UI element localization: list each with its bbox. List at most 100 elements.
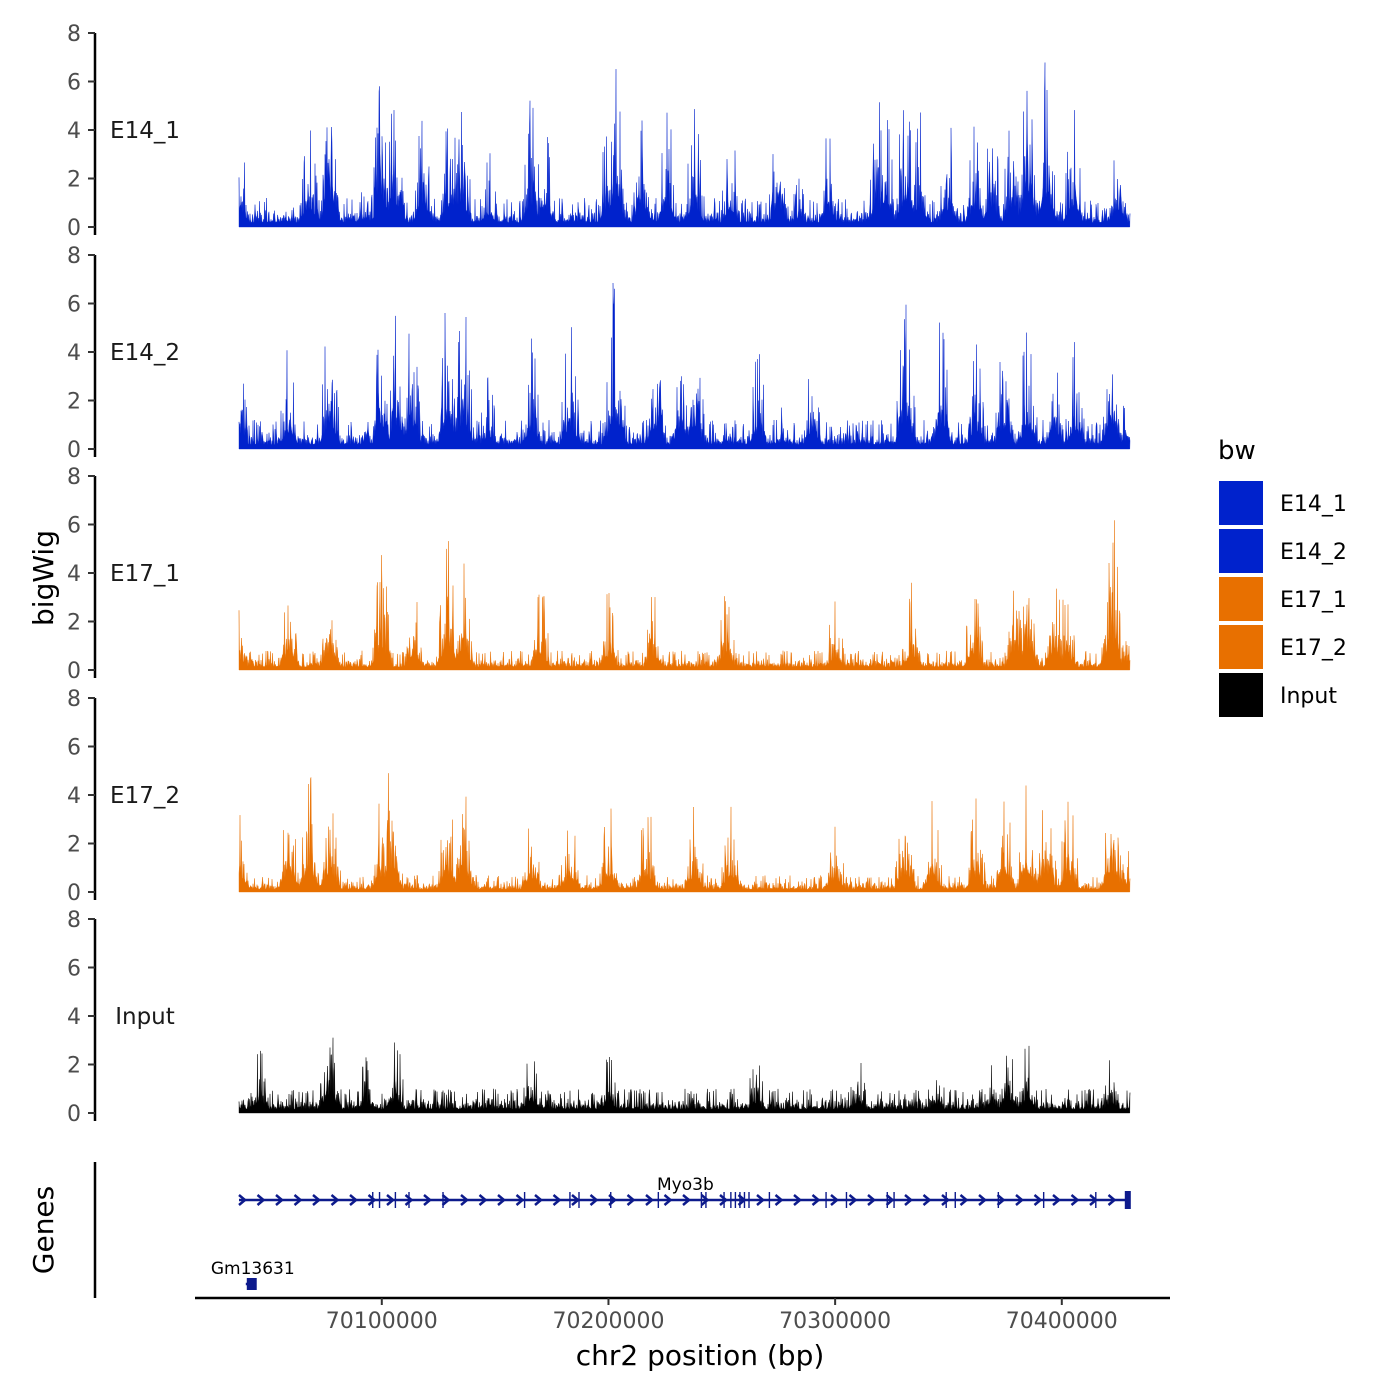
y-tick-label: 2 <box>67 1054 81 1079</box>
strand-arrow <box>367 1194 377 1206</box>
strand-arrow <box>1107 1194 1117 1206</box>
track-label: E17_2 <box>110 783 180 809</box>
y-tick-label: 6 <box>67 293 81 318</box>
genes-track: Myo3b Gm13631 <box>93 1162 1131 1298</box>
y-tick-label: 0 <box>67 1102 81 1127</box>
y-tick-label: 2 <box>67 833 81 858</box>
track-label: E17_1 <box>110 561 180 587</box>
y-tick-label: 0 <box>67 881 81 906</box>
signal-area-Input <box>238 1037 1131 1114</box>
strand-arrow <box>441 1194 451 1206</box>
legend-key-E17_1 <box>1217 575 1265 623</box>
y-tick-label: 0 <box>67 216 81 241</box>
track-panels: 0 2 4 6 8 E14_1 0 2 4 6 8 E14_2 0 2 4 6 8 E17_1 0 2 4 6 8 E17_2… <box>67 22 1131 1127</box>
legend-label: E17_1 <box>1280 588 1347 613</box>
strand-arrow <box>885 1194 895 1206</box>
genes-axis-title: Genes <box>27 1186 60 1274</box>
strand-arrow <box>811 1194 821 1206</box>
strand-arrow <box>700 1194 710 1206</box>
strand-arrow <box>830 1194 839 1206</box>
strand-arrow <box>904 1194 913 1206</box>
x-tick-label: 70400000 <box>1006 1309 1118 1334</box>
strand-arrow <box>941 1194 950 1206</box>
track-label: Input <box>115 1004 175 1030</box>
strand-arrow <box>626 1194 636 1206</box>
strand-arrow <box>1070 1194 1080 1206</box>
legend: bw E14_1 E14_2 E17_1 E17_2 Input <box>1217 436 1347 719</box>
strand-arrow <box>404 1194 414 1206</box>
exon <box>246 1278 257 1290</box>
strand-arrow <box>478 1194 488 1206</box>
strand-arrow <box>774 1194 784 1206</box>
y-tick-label: 8 <box>67 465 81 490</box>
y-tick-label: 4 <box>67 1005 81 1030</box>
strand-arrow <box>497 1194 506 1206</box>
strand-arrow <box>663 1194 673 1206</box>
strand-arrow <box>793 1194 802 1206</box>
x-tick-label: 70200000 <box>552 1309 664 1334</box>
y-tick-label: 8 <box>67 908 81 933</box>
strand-arrow <box>978 1194 987 1206</box>
strand-arrow <box>1015 1194 1024 1206</box>
y-tick-label: 0 <box>67 438 81 463</box>
y-tick-label: 4 <box>67 341 81 366</box>
signal-area-E14_1 <box>238 62 1131 228</box>
legend-label: E14_2 <box>1280 540 1347 565</box>
y-tick-label: 2 <box>67 168 81 193</box>
signal-area-E17_1 <box>238 520 1131 671</box>
strand-arrow <box>386 1194 395 1206</box>
legend-label: Input <box>1280 684 1337 709</box>
signal-area-E17_2 <box>238 773 1131 893</box>
legend-label: E17_2 <box>1280 636 1347 661</box>
legend-key-E14_1 <box>1217 479 1265 527</box>
strand-arrow <box>534 1194 543 1206</box>
gene-label: Myo3b <box>657 1175 714 1195</box>
y-tick-label: 4 <box>67 784 81 809</box>
legend-key-E17_2 <box>1217 623 1265 671</box>
strand-arrow <box>460 1194 469 1206</box>
y-tick-label: 2 <box>67 390 81 415</box>
strand-arrow <box>293 1194 303 1206</box>
strand-arrow <box>1033 1194 1043 1206</box>
strand-arrow <box>238 1194 247 1206</box>
x-axis-title: chr2 position (bp) <box>576 1339 825 1372</box>
strand-arrow <box>645 1194 654 1206</box>
strand-arrow <box>552 1194 562 1206</box>
legend-label: E14_1 <box>1280 492 1347 517</box>
y-tick-label: 6 <box>67 514 81 539</box>
strand-arrow <box>312 1194 321 1206</box>
legend-key-E14_2 <box>1217 527 1265 575</box>
strand-arrow <box>756 1194 765 1206</box>
legend-title: bw <box>1218 436 1256 466</box>
strand-arrow <box>682 1194 691 1206</box>
strand-arrow <box>589 1194 599 1206</box>
strand-arrow <box>848 1194 858 1206</box>
y-tick-label: 6 <box>67 736 81 761</box>
strand-arrow <box>423 1194 432 1206</box>
y-tick-label: 8 <box>67 244 81 269</box>
y-tick-label: 0 <box>67 659 81 684</box>
track-label: E14_1 <box>110 118 180 144</box>
strand-arrow <box>1052 1194 1061 1206</box>
gene-label: Gm13631 <box>211 1259 295 1279</box>
track-E14_2: 0 2 4 6 8 E14_2 <box>67 244 1131 463</box>
strand-arrow <box>719 1194 728 1206</box>
y-tick-label: 4 <box>67 562 81 587</box>
y-tick-label: 8 <box>67 687 81 712</box>
strand-arrow <box>275 1194 284 1206</box>
track-label: E14_2 <box>110 340 180 366</box>
strand-arrow <box>571 1194 580 1206</box>
strand-arrow <box>515 1194 525 1206</box>
y-tick-label: 8 <box>67 22 81 47</box>
strand-arrow <box>959 1194 969 1206</box>
legend-key-Input <box>1217 671 1265 719</box>
x-tick-label: 70100000 <box>326 1309 438 1334</box>
y-axis-title: bigWig <box>27 530 60 626</box>
strand-arrow <box>996 1194 1006 1206</box>
y-tick-label: 6 <box>67 957 81 982</box>
x-axis: 70100000 70200000 70300000 70400000 <box>195 1296 1170 1334</box>
strand-arrow <box>349 1194 358 1206</box>
gene-Gm13631: Gm13631 <box>211 1259 295 1290</box>
gene-Myo3b: Myo3b <box>238 1175 1131 1209</box>
